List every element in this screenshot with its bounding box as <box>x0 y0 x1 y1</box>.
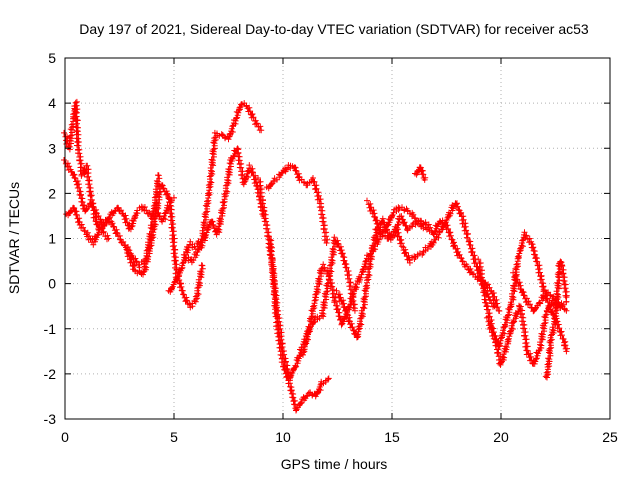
series-markers <box>483 297 570 368</box>
series-trace-l <box>364 197 503 314</box>
y-tick-label: 3 <box>48 140 56 156</box>
series-markers <box>122 182 206 311</box>
y-tick-label: 5 <box>48 50 56 66</box>
y-tick-label: 4 <box>48 95 56 111</box>
series-trace-d <box>122 182 206 311</box>
series-trace-a <box>61 98 112 243</box>
series-markers <box>165 100 265 295</box>
x-axis-label: GPS time / hours <box>281 456 388 472</box>
y-tick-label: 0 <box>48 276 56 292</box>
y-axis-label: SDTVAR / TECUs <box>6 182 22 294</box>
x-tick-label: 10 <box>275 429 291 445</box>
y-tick-label: 1 <box>48 231 56 247</box>
series-markers <box>263 162 331 247</box>
series-trace-q <box>542 258 570 381</box>
data-points <box>61 98 570 414</box>
series-markers <box>61 98 112 243</box>
x-tick-label: 0 <box>61 429 69 445</box>
chart-title: Day 197 of 2021, Sidereal Day-to-day VTE… <box>79 21 589 37</box>
x-tick-label: 5 <box>170 429 178 445</box>
series-trace-e <box>165 100 265 295</box>
axis-ticks <box>64 57 611 420</box>
x-tick-label: 20 <box>493 429 509 445</box>
y-tick-label: -1 <box>44 321 57 337</box>
x-tick-label: 25 <box>602 429 618 445</box>
series-trace-h <box>263 162 331 247</box>
series-markers <box>364 197 503 314</box>
series-markers <box>412 164 429 183</box>
y-tick-label: -2 <box>44 366 57 382</box>
x-tick-label: 15 <box>384 429 400 445</box>
series-trace-o <box>483 297 570 368</box>
y-tick-label: -3 <box>44 411 57 427</box>
series-trace-m <box>412 164 429 183</box>
y-tick-label: 2 <box>48 185 56 201</box>
series-markers <box>542 258 570 381</box>
